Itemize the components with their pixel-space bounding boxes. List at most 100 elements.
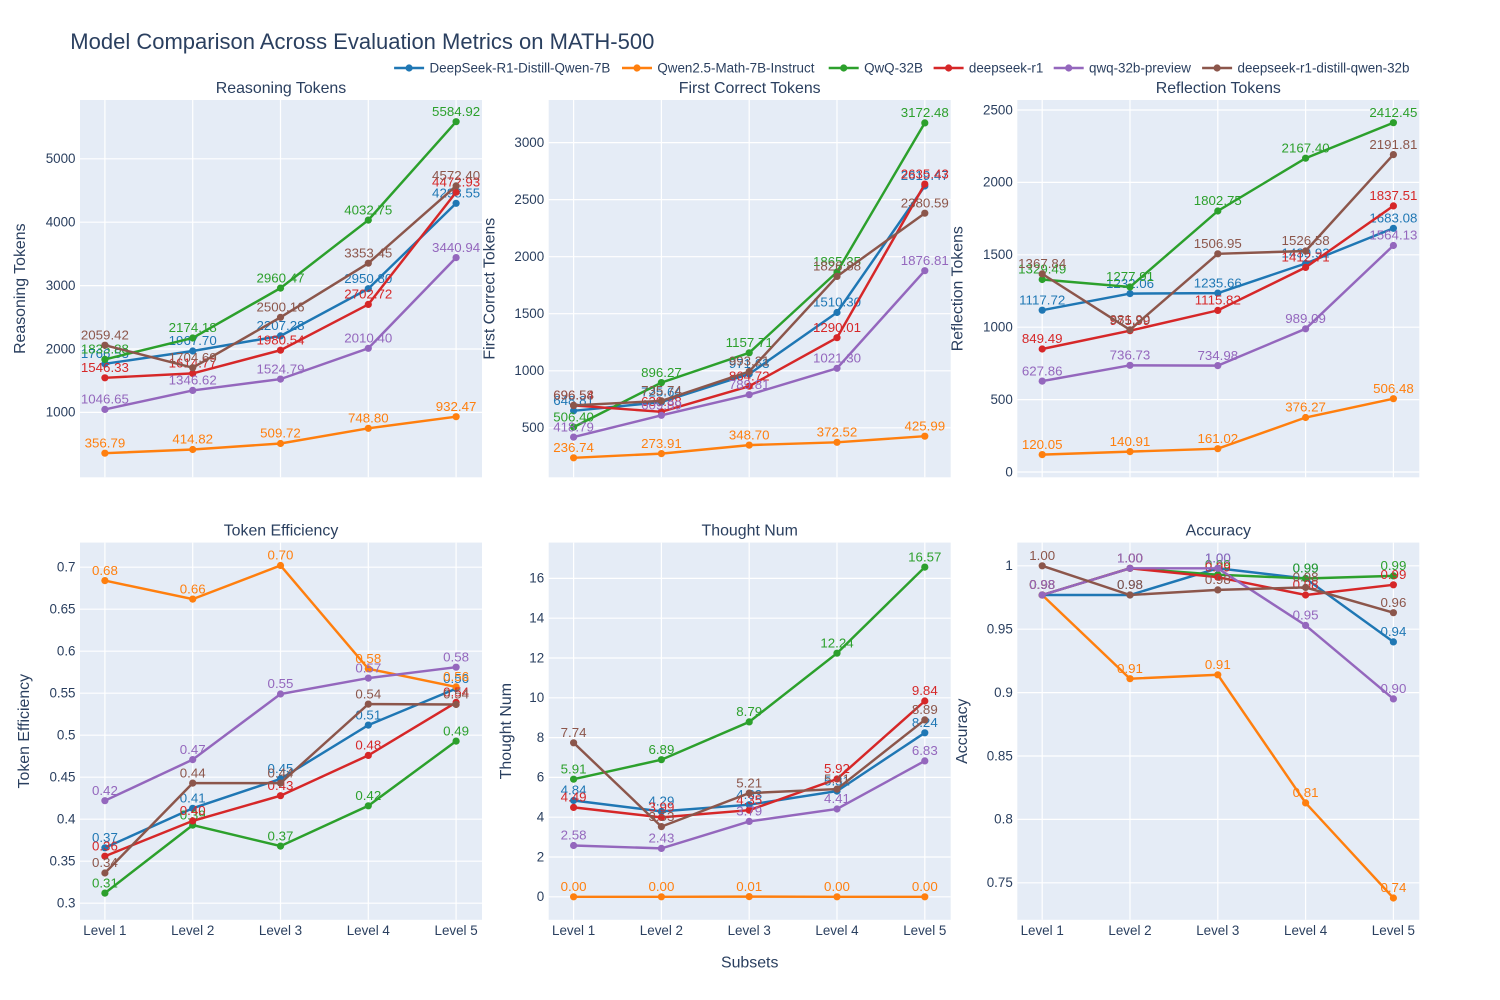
- svg-text:Level 3: Level 3: [728, 923, 771, 938]
- svg-text:Subsets: Subsets: [721, 955, 778, 972]
- svg-text:696.54: 696.54: [553, 388, 594, 403]
- svg-text:0.90: 0.90: [1380, 681, 1406, 696]
- svg-text:0.3: 0.3: [57, 896, 76, 911]
- svg-text:1546.33: 1546.33: [81, 360, 129, 375]
- svg-text:Level 5: Level 5: [1372, 923, 1415, 938]
- svg-text:0.8: 0.8: [994, 812, 1013, 827]
- svg-text:1.00: 1.00: [1205, 551, 1231, 566]
- svg-text:348.70: 348.70: [729, 427, 770, 442]
- svg-text:2500: 2500: [514, 192, 544, 207]
- svg-text:5.21: 5.21: [736, 775, 762, 790]
- svg-text:1835.88: 1835.88: [81, 342, 129, 357]
- svg-text:273.91: 273.91: [641, 436, 682, 451]
- svg-text:2500.16: 2500.16: [256, 300, 304, 315]
- svg-text:500: 500: [990, 392, 1012, 407]
- svg-text:Level 2: Level 2: [171, 923, 214, 938]
- svg-text:418.79: 418.79: [553, 419, 594, 434]
- svg-text:0.44: 0.44: [180, 765, 206, 780]
- svg-text:1.00: 1.00: [1029, 548, 1055, 563]
- svg-text:0.00: 0.00: [912, 879, 938, 894]
- svg-text:4032.75: 4032.75: [344, 202, 392, 217]
- svg-text:2.58: 2.58: [561, 828, 587, 843]
- svg-text:Level 3: Level 3: [1196, 923, 1239, 938]
- svg-text:5.41: 5.41: [824, 771, 850, 786]
- svg-text:748.80: 748.80: [348, 411, 389, 426]
- svg-text:Reasoning Tokens: Reasoning Tokens: [216, 80, 347, 97]
- svg-text:14: 14: [529, 611, 544, 626]
- svg-text:12: 12: [529, 650, 544, 665]
- svg-text:1329.49: 1329.49: [1018, 262, 1066, 277]
- svg-text:0.00: 0.00: [824, 879, 850, 894]
- svg-text:16.57: 16.57: [908, 549, 941, 564]
- svg-text:4.49: 4.49: [561, 790, 587, 805]
- svg-text:2010.40: 2010.40: [344, 331, 392, 346]
- svg-text:1865.35: 1865.35: [813, 254, 861, 269]
- svg-text:0.98: 0.98: [1205, 572, 1231, 587]
- svg-text:DeepSeek-R1-Distill-Qwen-7B: DeepSeek-R1-Distill-Qwen-7B: [430, 60, 611, 75]
- svg-text:0.98: 0.98: [1029, 577, 1055, 592]
- svg-text:0.48: 0.48: [355, 738, 381, 753]
- svg-text:0.49: 0.49: [443, 723, 469, 738]
- svg-text:2: 2: [537, 849, 544, 864]
- svg-text:5000: 5000: [46, 151, 76, 166]
- svg-text:1000: 1000: [514, 363, 544, 378]
- svg-text:627.86: 627.86: [1022, 363, 1063, 378]
- svg-text:Reflection Tokens: Reflection Tokens: [1156, 80, 1281, 97]
- svg-text:356.79: 356.79: [85, 435, 126, 450]
- svg-text:0.31: 0.31: [92, 875, 118, 890]
- svg-text:Token Efficiency: Token Efficiency: [16, 674, 33, 789]
- svg-text:8.79: 8.79: [736, 704, 762, 719]
- svg-text:Level 4: Level 4: [347, 923, 391, 938]
- svg-text:0.99: 0.99: [1380, 558, 1406, 573]
- svg-text:0.45: 0.45: [49, 770, 75, 785]
- svg-text:0.41: 0.41: [180, 791, 206, 806]
- svg-text:1367.84: 1367.84: [1018, 256, 1066, 271]
- svg-text:3.99: 3.99: [648, 800, 674, 815]
- svg-text:3000: 3000: [46, 278, 76, 293]
- svg-text:0.95: 0.95: [987, 622, 1013, 637]
- svg-text:1117.72: 1117.72: [1019, 292, 1065, 307]
- svg-text:Level 1: Level 1: [552, 923, 595, 938]
- svg-text:0: 0: [1005, 464, 1012, 479]
- svg-text:0.95: 0.95: [1293, 608, 1319, 623]
- svg-text:deepseek-r1: deepseek-r1: [969, 60, 1043, 75]
- svg-text:2000: 2000: [983, 175, 1013, 190]
- svg-text:1500: 1500: [514, 306, 544, 321]
- svg-text:4: 4: [537, 810, 545, 825]
- svg-text:0.7: 0.7: [57, 560, 76, 575]
- svg-text:2500: 2500: [983, 102, 1013, 117]
- svg-text:0.81: 0.81: [1293, 785, 1319, 800]
- svg-text:2000: 2000: [514, 249, 544, 264]
- svg-text:864.72: 864.72: [729, 368, 770, 383]
- svg-text:2167.40: 2167.40: [1282, 140, 1330, 155]
- svg-text:3440.94: 3440.94: [432, 240, 480, 255]
- svg-text:First Correct Tokens: First Correct Tokens: [482, 218, 499, 360]
- svg-text:140.91: 140.91: [1110, 434, 1151, 449]
- svg-text:0.91: 0.91: [1117, 661, 1143, 676]
- svg-text:QwQ-32B: QwQ-32B: [864, 60, 923, 75]
- svg-text:0.98: 0.98: [1029, 577, 1055, 592]
- svg-text:6: 6: [537, 770, 544, 785]
- svg-text:236.74: 236.74: [553, 440, 594, 455]
- svg-text:1506.95: 1506.95: [1194, 236, 1242, 251]
- svg-text:0.94: 0.94: [1380, 624, 1406, 639]
- svg-text:3.53: 3.53: [648, 809, 674, 824]
- svg-text:4.29: 4.29: [648, 794, 674, 809]
- svg-text:0.68: 0.68: [92, 563, 118, 578]
- svg-text:Level 4: Level 4: [815, 923, 859, 938]
- svg-text:506.40: 506.40: [553, 409, 594, 424]
- svg-text:5.92: 5.92: [824, 761, 850, 776]
- svg-text:0.51: 0.51: [355, 707, 381, 722]
- svg-text:0.00: 0.00: [648, 879, 674, 894]
- svg-text:0.57: 0.57: [355, 660, 381, 675]
- svg-text:1510.30: 1510.30: [813, 295, 861, 310]
- svg-text:2635.43: 2635.43: [901, 166, 949, 181]
- svg-text:3172.48: 3172.48: [901, 105, 949, 120]
- svg-text:3353.45: 3353.45: [344, 245, 392, 260]
- svg-text:2000: 2000: [46, 341, 76, 356]
- svg-text:0.66: 0.66: [180, 581, 206, 596]
- svg-text:1704.69: 1704.69: [169, 350, 217, 365]
- svg-text:1802.75: 1802.75: [1194, 193, 1242, 208]
- svg-text:Model Comparison Across Evalua: Model Comparison Across Evaluation Metri…: [70, 29, 654, 54]
- svg-text:Level 2: Level 2: [1108, 923, 1151, 938]
